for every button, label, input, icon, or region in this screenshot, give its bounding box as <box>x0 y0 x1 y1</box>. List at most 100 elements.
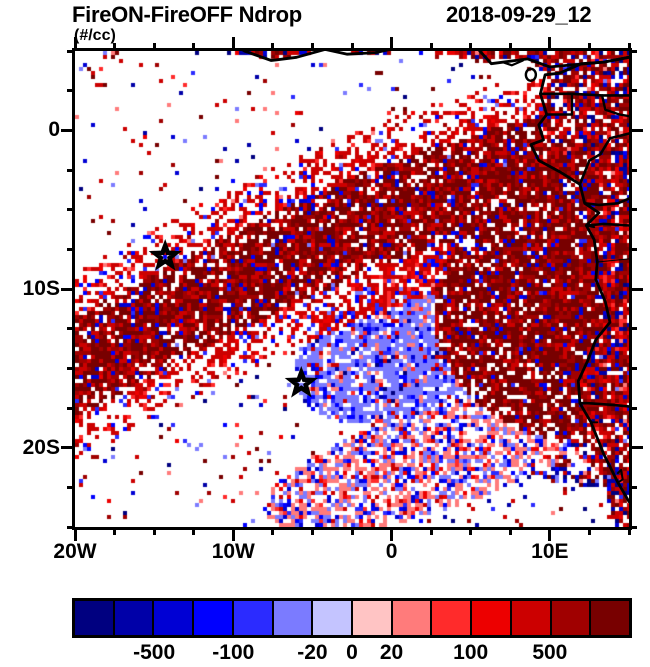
x-tick-top-minor <box>429 43 433 51</box>
x-tick-minor <box>152 527 156 535</box>
colorbar-cell-7 <box>353 601 393 635</box>
y-tick-minor <box>67 247 75 251</box>
x-axis-label: 20W <box>53 540 97 563</box>
plot-date-stamp: 2018-09-29_12 <box>446 2 592 27</box>
x-tick-minor <box>627 527 631 535</box>
site-marker-2 <box>284 366 318 398</box>
y-tick-minor <box>67 168 75 172</box>
x-tick-top-minor <box>113 43 117 51</box>
colorbar-cell-9 <box>432 601 473 635</box>
x-tick-minor <box>271 527 275 535</box>
units-label: (#/cc) <box>74 27 116 44</box>
y-tick-right-minor <box>629 168 637 172</box>
colorbar-cell-4 <box>233 601 274 635</box>
border-congo-drc <box>583 197 629 207</box>
x-tick-top-minor <box>310 43 314 51</box>
colorbar-tick-label: 500 <box>532 641 568 664</box>
coastline-africa-atlantic <box>529 55 629 503</box>
x-tick-top-minor <box>587 43 591 51</box>
x-tick-minor <box>469 527 473 535</box>
colorbar-tick-label: -500 <box>133 641 176 664</box>
border-equatorial-guinea <box>545 92 574 116</box>
x-tick-minor <box>310 527 314 535</box>
colorbar-tick-label: 20 <box>379 641 404 664</box>
x-tick-top-major <box>548 37 552 51</box>
y-tick-right-minor <box>629 406 637 410</box>
x-tick-top-minor <box>627 43 631 51</box>
colorbar-cell-0 <box>75 601 115 635</box>
colorbar-tick-label: 0 <box>346 641 358 664</box>
y-tick-minor <box>67 485 75 489</box>
y-tick-right-minor <box>629 49 637 53</box>
island-bioko <box>524 67 538 82</box>
colorbar-cell-8 <box>392 601 433 635</box>
x-tick-top-minor <box>192 43 196 51</box>
x-tick-top-major <box>390 37 394 51</box>
border-namibia-walvis <box>616 468 624 484</box>
coastline-gulf-of-guinea <box>241 51 629 69</box>
x-tick-major <box>548 527 552 541</box>
y-axis-label: 10S <box>22 277 60 300</box>
x-tick-top-minor <box>508 43 512 51</box>
y-tick-right-major <box>629 287 643 291</box>
x-tick-top-major <box>231 37 235 51</box>
colorbar-tick-label: 100 <box>453 641 489 664</box>
border-gabon-north <box>539 92 629 97</box>
y-tick-minor <box>67 327 75 331</box>
x-tick-top-minor <box>271 43 275 51</box>
x-tick-minor <box>113 527 117 535</box>
y-tick-major <box>61 287 75 291</box>
colorbar-tick-label: -20 <box>297 641 328 664</box>
coastline-niger-delta <box>501 59 524 67</box>
border-gabon-south <box>578 132 629 186</box>
y-tick-major <box>61 128 75 132</box>
y-tick-right-minor <box>629 208 637 212</box>
colorbar-cell-13 <box>591 601 630 635</box>
x-axis-label: 10E <box>531 540 569 563</box>
colorbar-cell-5 <box>273 601 314 635</box>
colorbar-cell-10 <box>472 601 512 635</box>
y-tick-minor <box>67 208 75 212</box>
y-tick-right-minor <box>629 366 637 370</box>
y-tick-right-major <box>629 128 643 132</box>
x-tick-major <box>231 527 235 541</box>
border-congo-north <box>600 94 629 118</box>
data-field-raster <box>75 51 629 527</box>
y-axis-label: 20S <box>22 435 60 459</box>
colorbar-tick-label: -100 <box>212 641 255 664</box>
x-tick-minor <box>508 527 512 535</box>
x-tick-minor <box>192 527 196 535</box>
map-overlay <box>148 51 629 503</box>
y-tick-right-minor <box>629 247 637 251</box>
border-angola-drc-north <box>585 222 629 227</box>
x-axis-label: 10W <box>211 540 255 563</box>
y-tick-minor <box>67 366 75 370</box>
border-angola-interior <box>596 258 629 263</box>
y-tick-minor <box>67 49 75 53</box>
x-tick-top-minor <box>152 43 156 51</box>
x-axis-label: 0 <box>385 540 398 563</box>
y-tick-right-minor <box>629 89 637 93</box>
y-tick-minor <box>67 406 75 410</box>
y-tick-major <box>61 446 75 450</box>
plot-title: FireON-FireOFF Ndrop <box>72 2 302 27</box>
x-tick-major <box>73 527 77 541</box>
colorbar-cell-1 <box>114 601 155 635</box>
colorbar-cell-2 <box>154 601 195 635</box>
colorbar-cell-6 <box>313 601 354 635</box>
x-tick-top-minor <box>350 43 354 51</box>
x-tick-top-major <box>73 37 77 51</box>
y-tick-minor <box>67 89 75 93</box>
colorbar <box>72 598 632 638</box>
x-tick-minor <box>587 527 591 535</box>
colorbar-cell-3 <box>194 601 234 635</box>
site-marker-1 <box>148 239 182 271</box>
border-angola-namibia <box>578 401 629 408</box>
y-tick-right-minor <box>629 327 637 331</box>
river-congo-mouth <box>585 224 596 229</box>
colorbar-cell-11 <box>511 601 552 635</box>
y-tick-right-major <box>629 446 643 450</box>
x-tick-major <box>390 527 394 541</box>
y-tick-right-minor <box>629 485 637 489</box>
x-tick-minor <box>350 527 354 535</box>
